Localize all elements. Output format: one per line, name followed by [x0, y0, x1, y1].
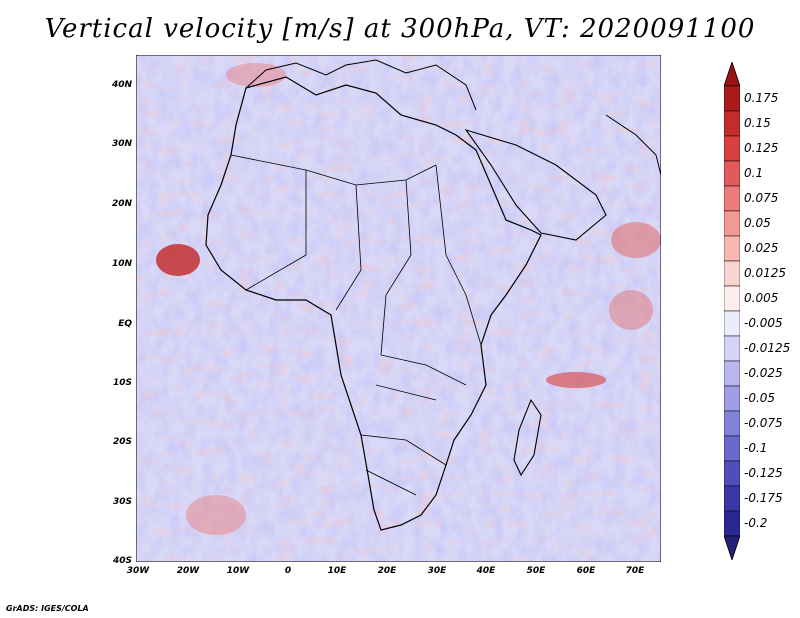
lat-tick-40n: 40N — [111, 80, 132, 90]
updraft-cell-south-atlantic — [186, 495, 246, 535]
lon-tick-40e: 40E — [476, 566, 496, 576]
lon-tick-10e: 10E — [327, 566, 347, 576]
colorbar-box — [724, 310, 740, 337]
colorbar-box — [724, 110, 740, 137]
lon-tick-10w: 10W — [226, 566, 250, 576]
lon-tick-70e: 70E — [625, 566, 645, 576]
lon-tick-50e: 50E — [526, 566, 546, 576]
mediterranean-coast — [245, 59, 477, 111]
map-plot-area — [136, 55, 661, 562]
colorbar-box — [724, 410, 740, 437]
colorbar-box — [724, 185, 740, 212]
colorbar-label: 0.1 — [744, 165, 764, 180]
lat-tick-eq: EQ — [118, 319, 132, 329]
credit-text: GrADS: IGES/COLA — [6, 604, 89, 613]
lat-tick-40s: 40S — [112, 556, 132, 566]
africa-coastline — [205, 76, 542, 531]
colorbar-label: -0.1 — [744, 440, 768, 455]
chart-title: Vertical velocity [m/s] at 300hPa, VT: 2… — [44, 14, 756, 44]
updraft-band-indian-ocean — [546, 372, 606, 388]
colorbar — [724, 62, 740, 560]
arabia-outline — [464, 129, 607, 241]
lat-tick-20n: 20N — [111, 199, 132, 209]
colorbar-box — [724, 435, 740, 462]
lon-tick-30e: 30E — [427, 566, 447, 576]
country-borders — [230, 154, 482, 496]
lat-tick-20s: 20S — [112, 437, 132, 447]
lon-tick-20e: 20E — [377, 566, 397, 576]
colorbar-box — [724, 85, 740, 112]
colorbar-box — [724, 210, 740, 237]
lon-tick-60e: 60E — [576, 566, 596, 576]
colorbar-box — [724, 335, 740, 362]
colorbar-box — [724, 135, 740, 162]
colorbar-top-arrow — [724, 62, 740, 87]
colorbar-label: -0.075 — [744, 415, 783, 430]
colorbar-box — [724, 360, 740, 387]
colorbar-label: 0.005 — [744, 290, 779, 305]
colorbar-box — [724, 485, 740, 512]
updraft-cell-indian-ocean — [609, 290, 653, 330]
colorbar-label: -0.025 — [744, 365, 783, 380]
lat-tick-30s: 30S — [112, 497, 132, 507]
lon-tick-20w: 20W — [176, 566, 200, 576]
field-texture-positive — [136, 55, 661, 562]
lat-tick-10s: 10S — [112, 378, 132, 388]
colorbar-label: 0.025 — [744, 240, 779, 255]
colorbar-box — [724, 385, 740, 412]
colorbar-box — [724, 235, 740, 262]
updraft-cell-atlantic — [156, 244, 200, 276]
colorbar-box — [724, 285, 740, 312]
colorbar-label: 0.175 — [744, 90, 779, 105]
colorbar-label: 0.15 — [744, 115, 771, 130]
colorbar-label: 0.125 — [744, 140, 779, 155]
colorbar-box — [724, 160, 740, 187]
updraft-cell-arabian-sea — [611, 222, 661, 258]
madagascar-outline — [513, 398, 542, 477]
colorbar-label: -0.0125 — [744, 340, 791, 355]
colorbar-label: -0.175 — [744, 490, 783, 505]
lat-tick-30n: 30N — [111, 139, 132, 149]
colorbar-label: 0.075 — [744, 190, 779, 205]
colorbar-box — [724, 460, 740, 487]
colorbar-label: -0.05 — [744, 390, 776, 405]
lon-tick-0: 0 — [284, 566, 292, 576]
colorbar-label: -0.125 — [744, 465, 783, 480]
lat-tick-10n: 10N — [111, 259, 132, 269]
india-outline — [605, 114, 661, 176]
updraft-cell-north-atlantic — [226, 63, 286, 87]
colorbar-label: 0.0125 — [744, 265, 786, 280]
colorbar-bottom-arrow — [724, 535, 740, 560]
colorbar-box — [724, 260, 740, 287]
colorbar-box — [724, 510, 740, 537]
colorbar-label: -0.005 — [744, 315, 783, 330]
colorbar-label: -0.2 — [744, 515, 768, 530]
lon-tick-30w: 30W — [126, 566, 150, 576]
colorbar-label: 0.05 — [744, 215, 771, 230]
